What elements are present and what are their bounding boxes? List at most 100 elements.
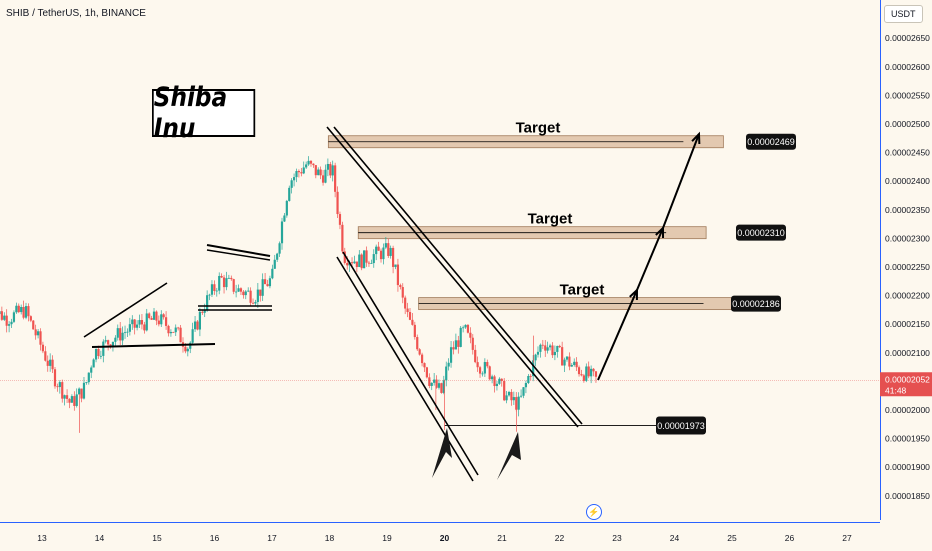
target-price-badge <box>731 295 781 312</box>
candle-body <box>27 306 30 317</box>
candle-body <box>44 351 47 361</box>
candle-body <box>300 172 303 174</box>
candle-body <box>0 311 1 315</box>
candle-body <box>491 376 494 380</box>
channel-upper-line <box>326 126 579 428</box>
candle-body <box>53 369 57 387</box>
candle-body <box>206 295 209 311</box>
candle-body <box>324 169 327 183</box>
candle-body <box>32 320 35 330</box>
candle-body <box>437 383 441 388</box>
candle-body <box>244 291 247 296</box>
candle-body <box>466 324 470 333</box>
candle-body <box>36 331 40 336</box>
candle-body <box>428 377 431 386</box>
candle-body <box>78 388 81 395</box>
currency-button[interactable]: USDT <box>884 5 923 23</box>
arrow-head <box>629 287 639 301</box>
candle-body <box>391 247 395 267</box>
candle-body <box>148 313 151 319</box>
candle-body <box>201 311 204 313</box>
candle-body <box>5 315 8 326</box>
candle-body <box>172 331 175 333</box>
candle-body <box>367 262 371 264</box>
candle-body <box>336 191 339 215</box>
candle-body <box>553 351 556 356</box>
candle-body <box>94 348 98 360</box>
candle-body <box>167 325 170 334</box>
candle-body <box>227 277 230 279</box>
candle-body <box>295 171 298 178</box>
candle-body <box>462 327 465 329</box>
candle-body <box>420 354 424 364</box>
candle-body <box>430 382 433 386</box>
candle-body <box>56 386 59 388</box>
support-price-badge <box>656 416 706 435</box>
candle-body <box>17 305 20 313</box>
candle-body <box>573 361 576 365</box>
candle-body <box>425 367 429 378</box>
wedge-lower-line <box>91 343 216 348</box>
support-price-text: 0.00001973 <box>657 421 705 431</box>
candle-body <box>143 324 146 331</box>
candle-body <box>34 329 37 336</box>
candle-body <box>355 261 358 268</box>
candle-body <box>160 314 163 325</box>
candle-body <box>519 395 523 397</box>
candle-body <box>534 354 537 361</box>
candle-body <box>10 321 13 325</box>
candle-body <box>474 349 477 363</box>
candle-body <box>157 320 160 325</box>
candle-body <box>256 289 259 302</box>
price-axis[interactable] <box>880 0 932 520</box>
time-axis[interactable] <box>0 522 880 551</box>
candle-body <box>476 362 479 368</box>
candle-body <box>288 187 291 201</box>
candle-body <box>556 345 559 352</box>
candle-body <box>353 261 356 264</box>
pointer-arrow-icon <box>497 432 521 480</box>
candle-body <box>524 383 528 388</box>
candle-body <box>259 289 262 296</box>
candle-body <box>111 341 115 348</box>
target-price-text: 0.00002469 <box>747 137 795 147</box>
candle-body <box>590 368 593 377</box>
candle-body <box>87 372 90 383</box>
candle-body <box>0 311 3 320</box>
candle-body <box>261 279 264 296</box>
candle-body <box>447 362 450 367</box>
candle-body <box>358 254 361 268</box>
candle-body <box>254 301 257 304</box>
candle-body <box>382 247 385 260</box>
lightning-icon[interactable]: ⚡ <box>586 504 602 520</box>
candle-body <box>379 250 383 260</box>
candle-body <box>577 367 581 375</box>
candle-body <box>121 332 124 341</box>
candle-body <box>278 243 281 254</box>
candle-body <box>75 394 78 406</box>
candle-body <box>317 169 320 176</box>
candle-body <box>162 314 165 318</box>
candle-body <box>70 396 73 403</box>
candle-body <box>46 360 49 366</box>
candle-body <box>343 251 346 263</box>
candle-body <box>198 311 201 330</box>
candle-body <box>486 362 489 367</box>
candle-body <box>128 324 131 332</box>
candle-body <box>548 345 552 348</box>
candle-body <box>61 382 64 399</box>
candle-body <box>24 306 28 318</box>
candle-body <box>174 327 177 333</box>
channel-upper-line <box>333 126 583 425</box>
candle-body <box>280 221 284 244</box>
candle-body <box>365 250 368 263</box>
candle-body <box>454 340 457 350</box>
candle-body <box>68 398 71 403</box>
candle-body <box>440 383 443 393</box>
candle-body <box>558 345 561 348</box>
candle-body <box>408 312 412 320</box>
candle-body <box>326 163 329 170</box>
candle-body <box>363 250 366 269</box>
candle-body <box>582 375 585 381</box>
